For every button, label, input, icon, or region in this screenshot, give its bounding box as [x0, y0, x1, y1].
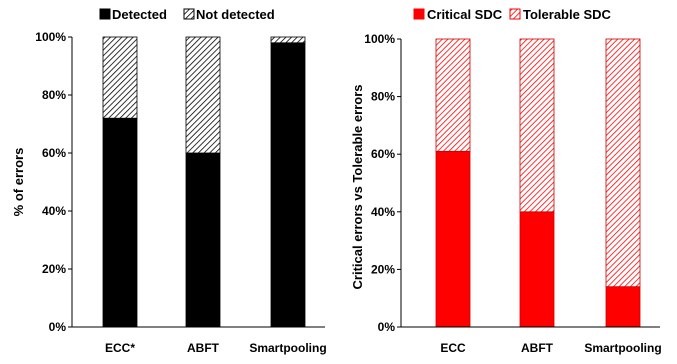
legend-label-tolerable-sdc: Tolerable SDC	[523, 7, 612, 22]
left-bar-detected	[270, 42, 306, 328]
right-x-category-label: ECC	[440, 341, 466, 355]
right-bar-critical-sdc	[435, 150, 471, 328]
left-y-axis-label: % of errors	[11, 148, 26, 217]
right-x-category-label: ABFT	[521, 341, 554, 355]
right-bar-critical-sdc	[605, 286, 641, 328]
left-bar-not-detected	[102, 36, 138, 119]
left-y-tick-label: 0%	[49, 320, 67, 334]
right-y-tick-label: 80%	[371, 90, 395, 104]
right-x-categories: ECC ABFT Smartpooling	[440, 341, 661, 355]
left-bar-not-detected	[270, 36, 306, 44]
right-y-tick-label: 40%	[371, 205, 395, 219]
left-bar-detected	[185, 152, 221, 328]
left-y-tick-label: 40%	[42, 204, 66, 218]
right-bars	[435, 38, 641, 328]
left-chart: Detected Not detected % of errors 0% 20% 4…	[11, 7, 327, 355]
left-y-tick-label: 60%	[42, 146, 66, 160]
right-y-tick-label: 60%	[371, 147, 395, 161]
right-y-tick-label: 20%	[371, 262, 395, 276]
legend-swatch-detected	[99, 8, 111, 20]
right-bar-tolerable-sdc	[435, 38, 471, 152]
right-x-category-label: Smartpooling	[584, 341, 661, 355]
legend-swatch-tolerable-sdc	[509, 8, 521, 20]
left-y-tick-label: 80%	[42, 88, 66, 102]
left-bars	[102, 36, 306, 328]
left-y-tick-label: 20%	[42, 262, 66, 276]
left-legend: Detected Not detected	[99, 7, 275, 22]
right-y-axis-label: Critical errors vs Tolerable errors	[350, 85, 365, 290]
left-bar-not-detected	[185, 36, 221, 154]
legend-label-critical-sdc: Critical SDC	[427, 7, 503, 22]
left-x-category-label: ECC*	[105, 341, 135, 355]
right-bar-tolerable-sdc	[519, 38, 555, 213]
left-y-ticks: 0% 20% 40% 60% 80% 100%	[35, 30, 72, 334]
right-y-tick-label: 100%	[364, 32, 395, 46]
right-y-ticks: 0% 20% 40% 60% 80% 100%	[364, 32, 401, 334]
right-y-tick-label: 0%	[378, 320, 396, 334]
right-legend: Critical SDC Tolerable SDC	[413, 7, 612, 22]
left-bar-detected	[102, 117, 138, 328]
right-chart: Critical SDC Tolerable SDC Critical erro…	[350, 7, 662, 355]
right-bar-critical-sdc	[519, 211, 555, 328]
right-bar-tolerable-sdc	[605, 38, 641, 288]
legend-swatch-critical-sdc	[413, 8, 425, 20]
left-x-category-label: ABFT	[187, 341, 220, 355]
legend-label-not-detected: Not detected	[196, 7, 275, 22]
left-y-tick-label: 100%	[35, 30, 66, 44]
legend-swatch-not-detected	[183, 8, 195, 20]
left-x-categories: ECC* ABFT Smartpooling	[105, 341, 327, 355]
legend-label-detected: Detected	[112, 7, 167, 22]
left-x-category-label: Smartpooling	[249, 341, 326, 355]
